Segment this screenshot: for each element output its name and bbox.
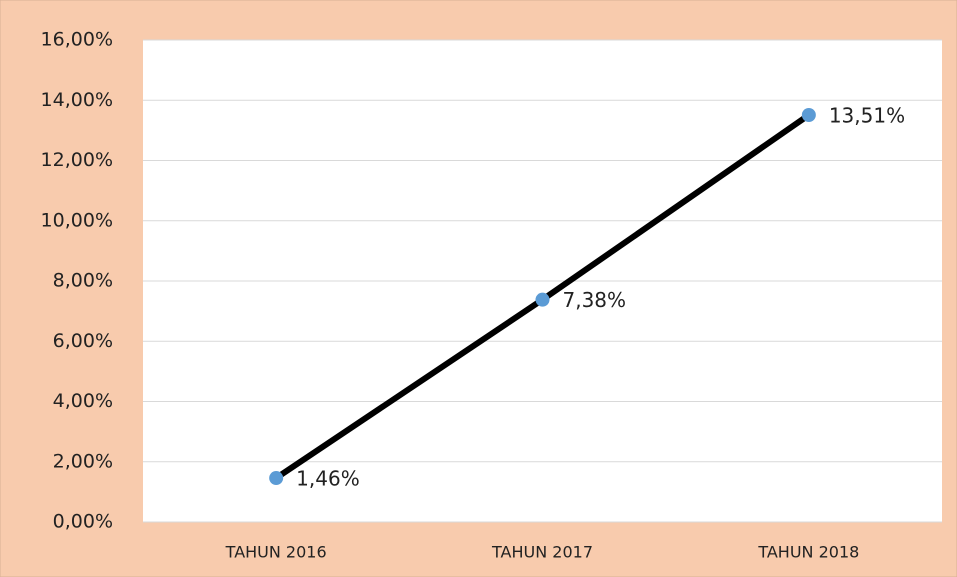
y-tick-label: 10,00%	[41, 209, 113, 231]
y-tick-label: 4,00%	[53, 390, 113, 412]
y-tick-label: 8,00%	[53, 270, 113, 292]
y-tick-label: 6,00%	[53, 330, 113, 352]
data-point	[801, 108, 816, 123]
y-tick-label: 2,00%	[53, 450, 113, 472]
data-label: 7,38%	[563, 288, 627, 312]
data-label: 13,51%	[829, 104, 905, 128]
y-tick-label: 0,00%	[53, 511, 113, 533]
data-point	[535, 292, 550, 307]
x-tick-label: TAHUN 2018	[757, 543, 859, 562]
data-label: 1,46%	[296, 467, 360, 491]
data-point	[269, 471, 284, 486]
y-tick-label: 12,00%	[41, 149, 113, 171]
y-tick-label: 16,00%	[41, 29, 113, 51]
x-tick-label: TAHUN 2016	[225, 543, 327, 562]
y-tick-label: 14,00%	[41, 89, 113, 111]
x-tick-label: TAHUN 2017	[491, 543, 593, 562]
